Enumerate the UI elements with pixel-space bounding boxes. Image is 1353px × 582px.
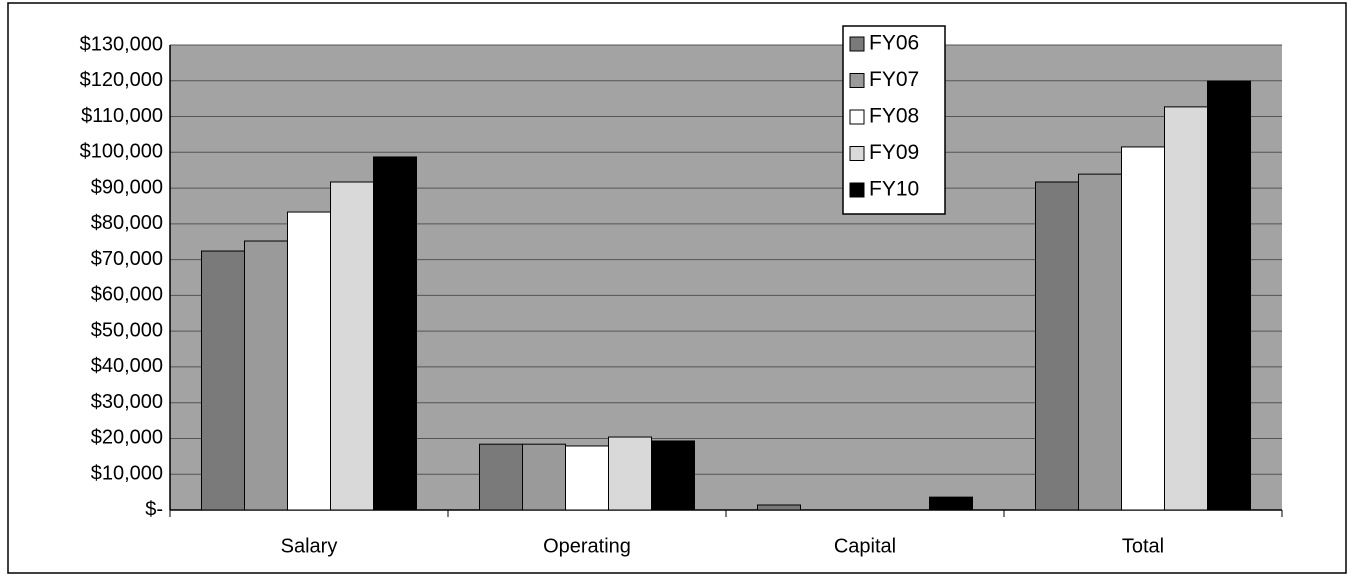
legend-swatch [849, 73, 865, 88]
y-tick-label: $70,000 [91, 248, 163, 270]
legend-label: FY06 [869, 32, 919, 55]
bar [244, 240, 288, 511]
x-tick-label: Total [1122, 535, 1164, 557]
y-tick-label: $90,000 [91, 176, 163, 198]
bar [929, 496, 973, 511]
y-tick-label: $100,000 [80, 141, 163, 163]
legend-swatch [849, 36, 865, 52]
y-tick-label: $40,000 [91, 355, 163, 377]
y-tick-label: $80,000 [91, 212, 163, 234]
y-tick-label: $130,000 [80, 33, 163, 55]
bar [373, 156, 417, 511]
bar [1078, 173, 1122, 511]
bar [651, 440, 695, 511]
x-tick-label: Capital [834, 535, 896, 557]
x-tick-label: Operating [543, 535, 631, 557]
bar [608, 436, 652, 511]
bar [1164, 106, 1208, 511]
legend-swatch [849, 109, 865, 125]
legend-label: FY07 [869, 68, 919, 91]
legend-label: FY10 [869, 178, 919, 201]
y-tick-label: $120,000 [80, 69, 163, 91]
bar [522, 443, 566, 511]
x-tick-label: Salary [281, 535, 338, 557]
y-tick-label: $110,000 [81, 105, 163, 127]
bar [330, 181, 374, 511]
y-tick-label: $30,000 [91, 391, 163, 413]
y-tick-label: $- [145, 498, 163, 520]
bar [201, 250, 245, 511]
bar [1207, 80, 1251, 511]
y-tick-label: $10,000 [91, 463, 163, 485]
bar [479, 443, 523, 511]
legend-label: FY08 [869, 105, 919, 128]
bar [565, 445, 609, 511]
legend-swatch [849, 182, 865, 198]
legend-swatch [849, 146, 865, 161]
bar [1121, 146, 1165, 511]
bar [757, 504, 801, 511]
y-tick-label: $50,000 [91, 319, 163, 341]
legend-label: FY09 [869, 141, 919, 164]
y-tick-label: $60,000 [91, 284, 163, 306]
bar [1035, 181, 1079, 511]
bar [287, 211, 331, 511]
y-tick-label: $20,000 [91, 427, 163, 449]
